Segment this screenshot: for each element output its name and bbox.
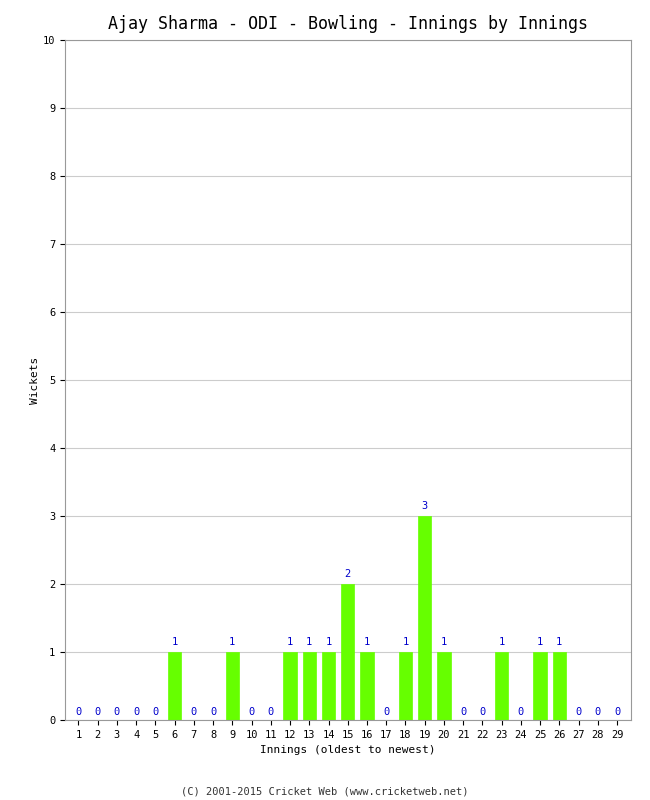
Text: 1: 1 xyxy=(172,638,177,647)
Text: 1: 1 xyxy=(364,638,370,647)
Text: 2: 2 xyxy=(344,570,351,579)
Bar xyxy=(168,652,181,720)
Text: 1: 1 xyxy=(402,638,409,647)
Bar xyxy=(552,652,566,720)
X-axis label: Innings (oldest to newest): Innings (oldest to newest) xyxy=(260,746,436,755)
Text: 0: 0 xyxy=(479,707,486,718)
Text: 1: 1 xyxy=(499,638,505,647)
Text: 1: 1 xyxy=(229,638,235,647)
Bar xyxy=(360,652,374,720)
Text: 3: 3 xyxy=(422,502,428,511)
Text: 0: 0 xyxy=(614,707,620,718)
Text: 0: 0 xyxy=(75,707,82,718)
Text: 1: 1 xyxy=(537,638,543,647)
Bar xyxy=(322,652,335,720)
Text: 0: 0 xyxy=(152,707,159,718)
Title: Ajay Sharma - ODI - Bowling - Innings by Innings: Ajay Sharma - ODI - Bowling - Innings by… xyxy=(108,15,588,33)
Bar xyxy=(226,652,239,720)
Text: 0: 0 xyxy=(383,707,389,718)
Bar xyxy=(283,652,297,720)
Text: 0: 0 xyxy=(268,707,274,718)
Text: 1: 1 xyxy=(287,638,293,647)
Text: 0: 0 xyxy=(518,707,524,718)
Bar xyxy=(398,652,412,720)
Bar xyxy=(418,516,432,720)
Bar xyxy=(495,652,508,720)
Text: 0: 0 xyxy=(94,707,101,718)
Bar xyxy=(437,652,450,720)
Text: 0: 0 xyxy=(248,707,255,718)
Text: 0: 0 xyxy=(460,707,466,718)
Text: 0: 0 xyxy=(575,707,582,718)
Text: 1: 1 xyxy=(306,638,313,647)
Text: 0: 0 xyxy=(133,707,139,718)
Text: 1: 1 xyxy=(326,638,332,647)
Text: (C) 2001-2015 Cricket Web (www.cricketweb.net): (C) 2001-2015 Cricket Web (www.cricketwe… xyxy=(181,786,469,796)
Bar xyxy=(341,584,354,720)
Text: 0: 0 xyxy=(210,707,216,718)
Text: 0: 0 xyxy=(190,707,197,718)
Y-axis label: Wickets: Wickets xyxy=(30,356,40,404)
Text: 0: 0 xyxy=(114,707,120,718)
Bar xyxy=(302,652,316,720)
Text: 0: 0 xyxy=(595,707,601,718)
Text: 1: 1 xyxy=(556,638,562,647)
Text: 1: 1 xyxy=(441,638,447,647)
Bar xyxy=(534,652,547,720)
